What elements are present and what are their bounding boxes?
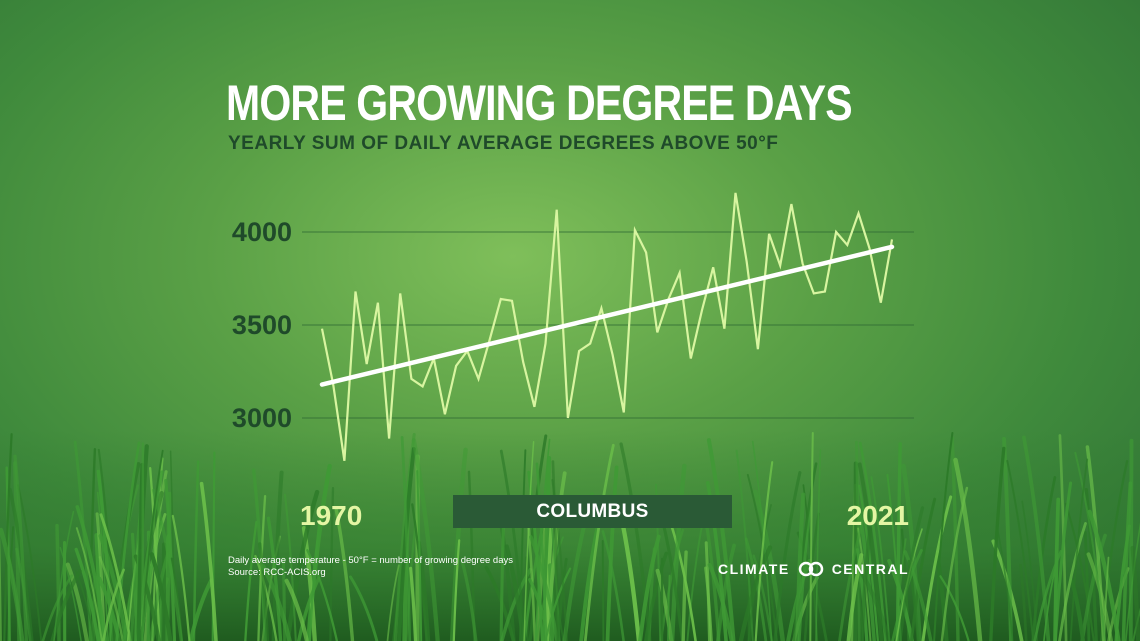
- location-badge: COLUMBUS: [453, 495, 732, 528]
- footnote: Daily average temperature - 50°F = numbe…: [228, 555, 513, 579]
- chart-subtitle: YEARLY SUM OF DAILY AVERAGE DEGREES ABOV…: [228, 133, 779, 154]
- x-tick-label: 2021: [847, 500, 909, 531]
- logo-text-central: CENTRAL: [831, 561, 910, 577]
- trend-line: [319, 244, 895, 387]
- logo-text-climate: CLIMATE: [718, 561, 790, 577]
- climate-central-logo: CLIMATE CENTRAL: [718, 561, 909, 577]
- y-tick-label: 3000: [232, 403, 292, 433]
- x-tick-label: 1970: [300, 500, 362, 531]
- footnote-source: Source: RCC-ACIS.org: [228, 567, 326, 578]
- footnote-definition: Daily average temperature - 50°F = numbe…: [228, 555, 513, 566]
- chart-title: MORE GROWING DEGREE DAYS: [226, 75, 853, 131]
- y-tick-label: 4000: [232, 217, 292, 247]
- y-tick-label: 3500: [232, 310, 292, 340]
- series-line-gdd: [320, 192, 894, 461]
- linked-rings-icon: [798, 561, 823, 577]
